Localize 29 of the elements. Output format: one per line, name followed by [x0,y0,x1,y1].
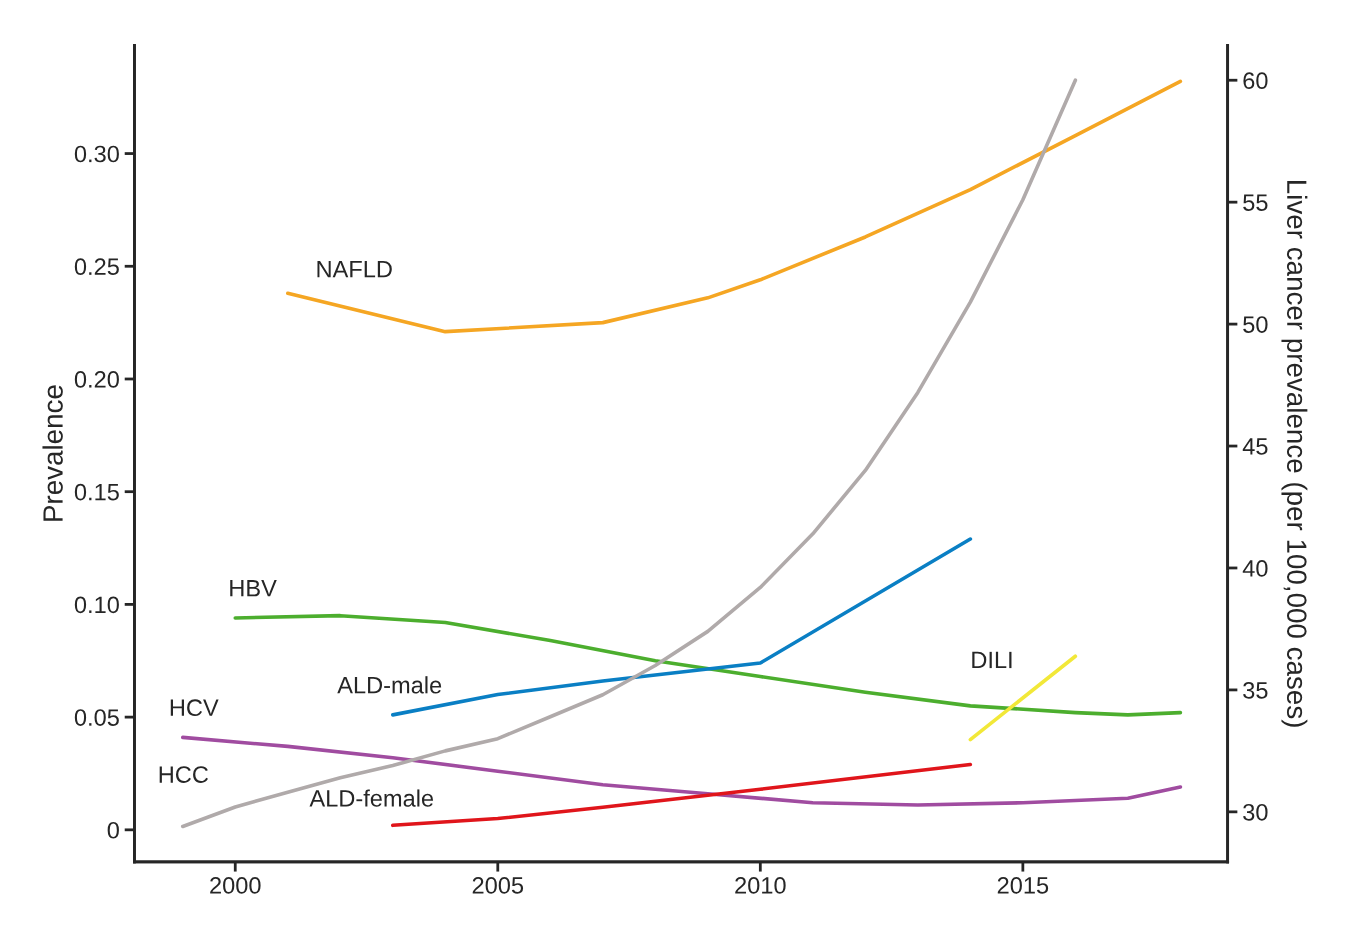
series-label: HCC [159,766,208,783]
y-tick-label: 0 [107,821,119,839]
line-series [233,613,1183,717]
series-label: NAFLD [317,261,392,278]
y-tick-label: 0.25 [74,258,119,276]
x-tick-label: 2005 [472,877,524,894]
y-tick-label: 0.20 [74,371,119,388]
y2-tick-label: 60 [1243,72,1268,90]
y2-tick-label: 30 [1243,803,1268,821]
y-axis-title: Prevalence [42,385,63,521]
y2-tick-label: 40 [1242,560,1268,577]
line-series [285,79,1183,334]
series-label: ALD-female [309,789,434,807]
x-tick-label: 2000 [210,877,261,894]
y-tick-label: 0.05 [74,709,119,726]
series-label: DILI [972,651,1012,669]
y2-tick-label: 55 [1243,194,1268,211]
y-tick-label: 0.30 [74,145,119,163]
y2-axis-title: Liver cancer prevalence (per 100,000 cases) [1281,181,1308,727]
y2-tick-label: 50 [1243,316,1268,333]
series-label: ALD-male [337,676,442,694]
series-label: HBV [230,580,277,597]
y2-tick-label: 45 [1242,438,1268,455]
y2-tick-label: 35 [1243,681,1268,699]
series-label: HCV [170,699,219,717]
x-tick-label: 2010 [735,877,786,894]
y-tick-label: 0.15 [74,483,119,501]
y-tick-label: 0.10 [74,596,119,614]
x-tick-label: 2015 [997,877,1049,894]
